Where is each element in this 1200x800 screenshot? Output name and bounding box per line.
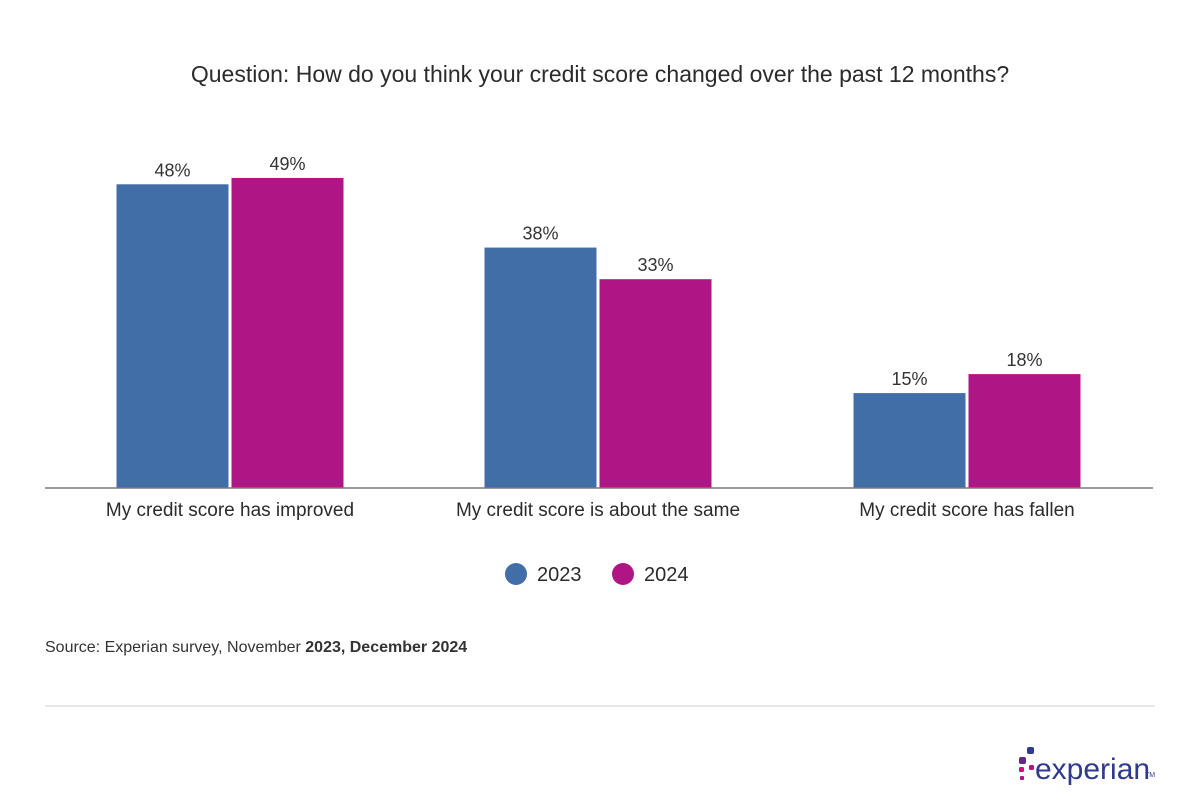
source-note: Source: Experian survey, November 2023, … [45,639,467,656]
source-prefix: Source: Experian survey, November [45,639,305,656]
logo-dot [1020,776,1024,780]
bar-2024-2 [599,279,712,488]
bar-2023-2 [484,247,597,488]
experian-logo: experian TM [1019,747,1155,786]
legend: 2023 2024 [505,563,689,586]
logo-dot [1029,765,1034,770]
bar-2024-1 [231,177,344,489]
chart-title: Question: How do you think your credit s… [191,61,1009,87]
value-label: 18% [1006,350,1042,370]
category-label: My credit score has fallen [859,500,1074,521]
legend-item-2024: 2024 [612,563,689,586]
logo-dot [1019,767,1024,772]
category-label: My credit score is about the same [456,500,740,521]
logo-dot [1027,747,1034,754]
category-labels-layer: My credit score has improved My credit sc… [106,500,1075,521]
value-label: 15% [891,369,927,389]
logo-dot [1019,757,1026,764]
value-label: 33% [637,255,673,275]
bar-2023-3 [853,393,966,488]
legend-label: 2024 [644,564,689,586]
value-label: 49% [269,154,305,174]
category-label: My credit score has improved [106,500,354,521]
value-label: 38% [522,224,558,244]
logo-tm: TM [1145,772,1155,779]
legend-item-2023: 2023 [505,563,582,586]
legend-swatch-icon [505,563,527,585]
value-labels-layer: 48% 49% 38% 33% 15% 18% [154,154,1042,389]
logo-wordmark: experian [1035,753,1150,786]
source-emph: 2023, December 2024 [305,639,467,656]
bar-2024-3 [968,374,1081,488]
value-label: 48% [154,160,190,180]
bars-layer [116,177,1081,489]
bar-2023-1 [116,184,229,489]
logo-dots-icon [1019,747,1034,780]
legend-label: 2023 [537,564,582,586]
legend-swatch-icon [612,563,634,585]
